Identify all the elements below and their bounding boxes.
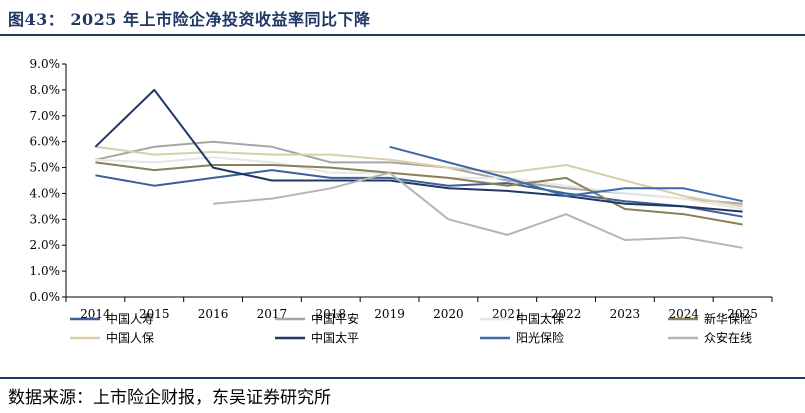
chart-lines (94, 88, 743, 249)
x-tick-label: 2018 (315, 307, 346, 321)
legend-label: 阳光保险 (516, 330, 564, 345)
y-tick-label: 5.0% (30, 161, 61, 175)
source-note: 数据来源：上市险企财报，东吴证券研究所 (8, 388, 331, 408)
x-tick-label: 2016 (198, 307, 229, 321)
legend-label: 中国人寿 (106, 311, 154, 326)
legend-item: 中国人寿 (70, 311, 154, 326)
y-tick-label: 8.0% (30, 83, 61, 97)
x-tick-label: 2023 (610, 307, 641, 321)
series-line-8 (213, 171, 743, 249)
series-line-4 (95, 161, 743, 226)
x-tick-label: 2025 (727, 307, 758, 321)
x-tick-label: 2021 (492, 307, 523, 321)
legend-item: 中国太保 (480, 311, 564, 326)
chart-axes: 0.0% 1.0% 2.0% 3.0% 4.0% 5.0% 6.0% 7.0% 8.0% 9.0%… (30, 57, 773, 321)
x-tick-label: 2020 (433, 307, 464, 321)
x-tick-label: 2024 (668, 307, 699, 321)
y-tick-label: 9.0% (30, 57, 61, 71)
legend-item: 中国太平 (275, 330, 359, 345)
legend-item: 阳光保险 (480, 330, 564, 345)
y-tick-label: 6.0% (30, 135, 61, 149)
line-chart: 0.0% 1.0% 2.0% 3.0% 4.0% 5.0% 6.0% 7.0% 8.0% 9.0%… (30, 57, 773, 345)
legend-item: 中国平安 (275, 311, 359, 326)
legend-item: 新华保险 (668, 311, 752, 326)
y-tick-label: 3.0% (30, 212, 61, 226)
x-tick-label: 2019 (374, 307, 405, 321)
y-tick-label: 1.0% (30, 264, 61, 278)
legend-label: 众安在线 (704, 330, 752, 345)
y-tick-label: 7.0% (30, 109, 61, 123)
y-tick-label: 2.0% (30, 238, 61, 252)
x-tick-label: 2014 (80, 307, 111, 321)
x-tick-label: 2017 (257, 307, 288, 321)
y-tick-label: 0.0% (30, 290, 61, 304)
legend-item: 众安在线 (668, 330, 752, 345)
y-tick-label: 4.0% (30, 186, 61, 200)
legend-label: 新华保险 (704, 311, 752, 326)
title-divider (0, 34, 805, 36)
source-divider (0, 377, 805, 379)
series-line-1 (95, 169, 743, 218)
legend-item: 中国人保 (70, 330, 154, 345)
series-line-5 (95, 145, 743, 208)
series-line-6 (94, 88, 743, 213)
chart-title: 图43： 2025 年上市险企净投资收益率同比下降 (8, 10, 371, 29)
legend-label: 中国人保 (106, 330, 154, 345)
legend-label: 中国太保 (516, 311, 564, 326)
x-tick-label: 2022 (551, 307, 582, 321)
x-tick-label: 2015 (139, 307, 170, 321)
legend-label: 中国平安 (311, 311, 359, 326)
series-line-7 (389, 145, 743, 203)
legend-label: 中国太平 (311, 330, 359, 345)
